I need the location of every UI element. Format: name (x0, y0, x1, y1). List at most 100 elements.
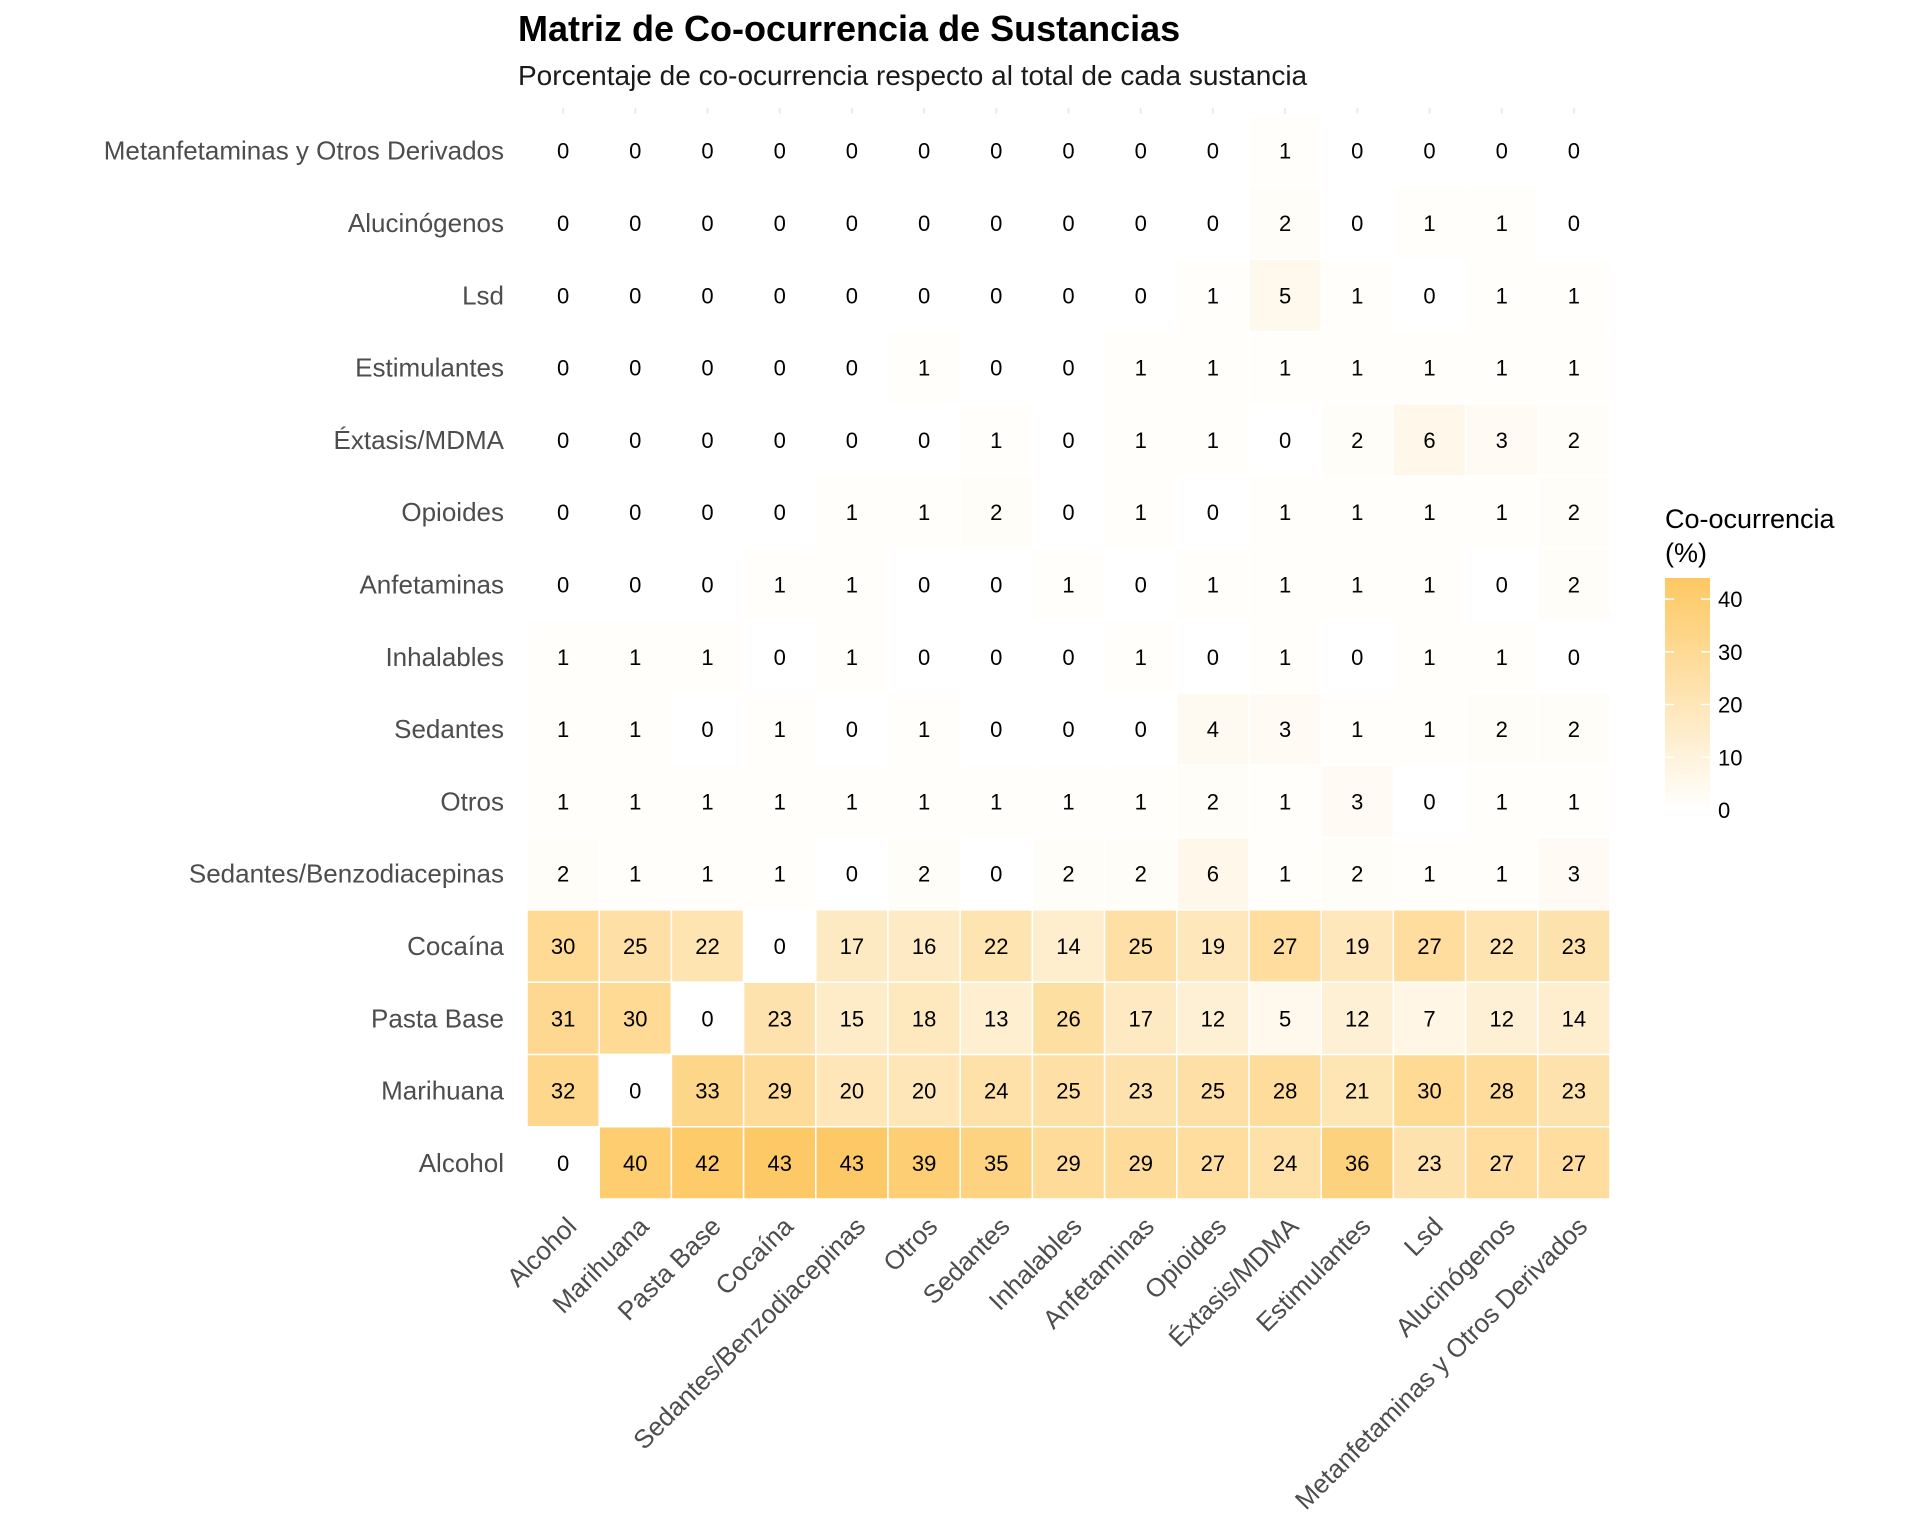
heatmap-cell (1103, 764, 1178, 839)
cell-value-label: 0 (701, 717, 713, 742)
cell-value-label: 0 (1062, 645, 1074, 670)
heatmap-cell (1031, 619, 1106, 694)
heatmap-cell (742, 619, 817, 694)
heatmap-cell (526, 113, 600, 188)
heatmap-cell (1537, 836, 1611, 911)
cell-value-label: 1 (774, 717, 786, 742)
cell-value-label: 20 (912, 1079, 936, 1104)
cell-value-label: 1 (1279, 572, 1291, 597)
cell-value-label: 0 (774, 283, 786, 308)
cell-value-label: 0 (918, 645, 930, 670)
cell-value-label: 5 (1279, 283, 1291, 308)
cell-value-label: 1 (1207, 428, 1219, 453)
cell-value-label: 1 (1279, 139, 1291, 164)
heatmap-cell (1031, 113, 1106, 188)
cell-value-label: 2 (1496, 717, 1508, 742)
heatmap-cell (1464, 475, 1539, 550)
heatmap-cell (1031, 836, 1106, 911)
cell-value-label: 1 (918, 789, 930, 814)
cell-value-label: 42 (695, 1151, 719, 1176)
cell-value-label: 0 (1351, 139, 1363, 164)
cell-value-label: 29 (1056, 1151, 1080, 1176)
heatmap-cell (1464, 836, 1539, 911)
cell-value-label: 1 (1135, 428, 1147, 453)
cell-value-label: 0 (774, 500, 786, 525)
heatmap-cell (598, 764, 673, 839)
heatmap-cell (742, 836, 817, 911)
x-tick-label-lsd: Lsd (1398, 1211, 1449, 1262)
cell-value-label: 0 (846, 428, 858, 453)
cell-value-label: 1 (701, 645, 713, 670)
heatmap-cell (1464, 1053, 1539, 1128)
cell-value-label: 1 (846, 789, 858, 814)
cell-value-label: 1 (1423, 862, 1435, 887)
y-tick-label-anfetaminas: Anfetaminas (359, 569, 504, 599)
cell-value-label: 0 (557, 428, 569, 453)
cell-value-label: 0 (1062, 356, 1074, 381)
heatmap-cell (1103, 330, 1178, 405)
cell-value-label: 1 (1207, 356, 1219, 381)
cell-value-label: 0 (1351, 211, 1363, 236)
heatmap-cell (1392, 186, 1467, 260)
cell-value-label: 1 (1496, 500, 1508, 525)
heatmap-cell (1248, 909, 1322, 983)
heatmap-cell (1320, 186, 1395, 260)
heatmap-cell (1103, 1053, 1178, 1128)
heatmap-cell (1392, 981, 1467, 1056)
cell-value-label: 1 (1207, 283, 1219, 308)
legend-colorbar (1665, 578, 1710, 810)
heatmap-cell (1392, 402, 1467, 477)
cell-value-label: 35 (984, 1151, 1008, 1176)
cell-value-label: 1 (1279, 862, 1291, 887)
cell-value-label: 24 (984, 1079, 1008, 1104)
cell-value-label: 15 (840, 1006, 864, 1031)
cell-value-label: 0 (557, 356, 569, 381)
heatmap-cell (815, 1053, 889, 1128)
heatmap-cell (1392, 113, 1467, 188)
heatmap-cell (887, 619, 961, 694)
cell-value-label: 2 (1062, 862, 1074, 887)
heatmap-cell (1392, 619, 1467, 694)
cell-value-label: 0 (1207, 211, 1219, 236)
y-tick-label-inhalables: Inhalables (385, 642, 504, 672)
heatmap-cell (742, 330, 817, 405)
cell-value-label: 0 (1207, 645, 1219, 670)
cell-value-label: 1 (774, 862, 786, 887)
heatmap-cell (959, 402, 1034, 477)
cell-value-label: 39 (912, 1151, 936, 1176)
y-tick-label-extasis-mdma: Éxtasis/MDMA (334, 425, 505, 455)
cell-value-label: 12 (1489, 1006, 1513, 1031)
y-axis: Alcohol Marihuana Pasta Base Cocaína Sedante… (104, 136, 505, 1178)
y-tick-label-estimulantes: Estimulantes (355, 353, 504, 383)
cell-value-label: 0 (629, 211, 641, 236)
cell-value-label: 1 (1279, 500, 1291, 525)
heatmap-cell (1031, 764, 1106, 839)
cell-value-label: 25 (1201, 1079, 1225, 1104)
heatmap-cell (1176, 402, 1250, 477)
cell-value-label: 1 (1423, 572, 1435, 597)
heatmap-cell (1248, 836, 1322, 911)
heatmap-cell (1537, 764, 1611, 839)
heatmap-cell (1320, 547, 1395, 622)
heatmap-cell (815, 764, 889, 839)
cell-value-label: 2 (1351, 862, 1363, 887)
heatmap-cell (1031, 1053, 1106, 1128)
cell-value-label: 0 (701, 428, 713, 453)
cell-value-label: 26 (1056, 1006, 1080, 1031)
heatmap-cell (887, 258, 961, 333)
cell-value-label: 0 (1062, 211, 1074, 236)
cell-value-label: 12 (1201, 1006, 1225, 1031)
legend-tick-label: 40 (1718, 587, 1742, 612)
chart-title: Matriz de Co-ocurrencia de Sustancias (518, 8, 1181, 49)
cell-value-label: 22 (984, 934, 1008, 959)
cell-value-label: 1 (629, 862, 641, 887)
cell-value-label: 23 (1562, 1079, 1586, 1104)
cell-value-label: 0 (990, 572, 1002, 597)
cell-value-label: 20 (840, 1079, 864, 1104)
cell-value-label: 1 (629, 717, 641, 742)
cell-value-label: 0 (918, 572, 930, 597)
cell-value-label: 1 (1207, 572, 1219, 597)
heatmap-cell (1248, 981, 1322, 1056)
heatmap-cell (742, 547, 817, 622)
